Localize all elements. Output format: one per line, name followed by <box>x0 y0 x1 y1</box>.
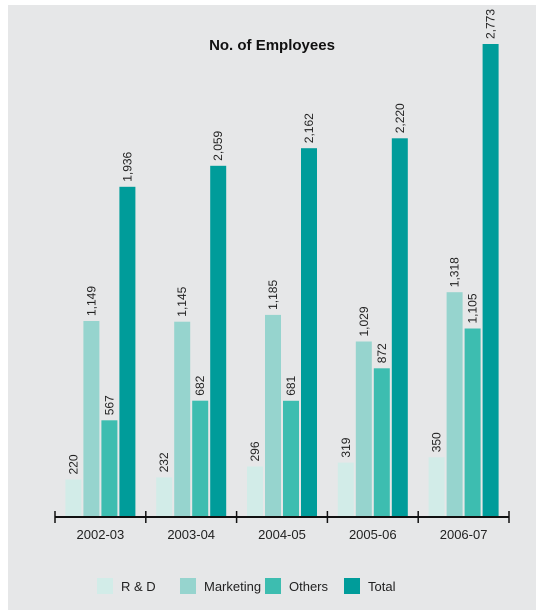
legend-swatch <box>180 578 196 594</box>
bar <box>482 44 499 517</box>
data-label: 681 <box>284 375 298 395</box>
data-label: 872 <box>375 343 389 363</box>
bar <box>265 314 281 517</box>
bar <box>283 400 299 517</box>
x-axis: 2002-03 2003-04 2004-05 2005-06 2006-07 <box>54 511 510 542</box>
data-label: 232 <box>157 452 171 472</box>
bar <box>156 477 173 517</box>
legend-swatch <box>97 578 113 594</box>
legend-label: R & D <box>121 579 156 594</box>
bar <box>119 186 136 518</box>
data-label: 2,059 <box>211 130 225 160</box>
bar <box>464 328 481 517</box>
bar <box>446 292 463 517</box>
data-label: 1,318 <box>448 257 462 287</box>
x-tick-label: 2002-03 <box>77 527 125 542</box>
bar <box>355 341 372 517</box>
bar <box>428 457 445 517</box>
legend-label: Marketing <box>204 579 261 594</box>
data-label: 296 <box>248 441 262 461</box>
x-tick-label: 2004-05 <box>258 527 306 542</box>
legend: R & D Marketing Others Total <box>97 578 396 594</box>
bar <box>247 466 263 517</box>
data-label: 350 <box>430 432 444 452</box>
data-label: 1,149 <box>84 286 98 316</box>
data-label: 220 <box>66 454 80 474</box>
legend-swatch <box>265 578 281 594</box>
bars-group: 220 1,149 567 1,936 232 1,145 682 2,059 296 1,185… <box>65 9 499 518</box>
data-label: 682 <box>193 375 207 395</box>
data-label: 1,185 <box>266 280 280 310</box>
bar <box>192 400 209 517</box>
legend-label: Total <box>368 579 396 594</box>
bar <box>101 420 118 517</box>
bar <box>391 138 408 518</box>
data-label: 1,145 <box>175 286 189 316</box>
data-label: 1,105 <box>466 293 480 323</box>
data-label: 319 <box>339 437 353 457</box>
x-tick-label: 2006-07 <box>440 527 488 542</box>
bar <box>83 321 100 517</box>
bar <box>337 462 354 517</box>
x-tick-label: 2003-04 <box>167 527 215 542</box>
legend-label: Others <box>289 579 329 594</box>
chart-title: No. of Employees <box>209 37 335 54</box>
data-label: 567 <box>102 395 116 415</box>
bar <box>373 368 390 517</box>
data-label: 2,220 <box>393 103 407 133</box>
bar <box>174 321 191 517</box>
x-tick-label: 2005-06 <box>349 527 397 542</box>
data-label: 1,936 <box>120 151 134 181</box>
data-label: 2,162 <box>302 113 316 143</box>
data-label: 2,773 <box>484 9 498 39</box>
bar <box>301 148 317 517</box>
bar <box>210 165 227 518</box>
bar <box>65 479 82 517</box>
data-label: 1,029 <box>357 306 371 336</box>
legend-swatch <box>344 578 360 594</box>
